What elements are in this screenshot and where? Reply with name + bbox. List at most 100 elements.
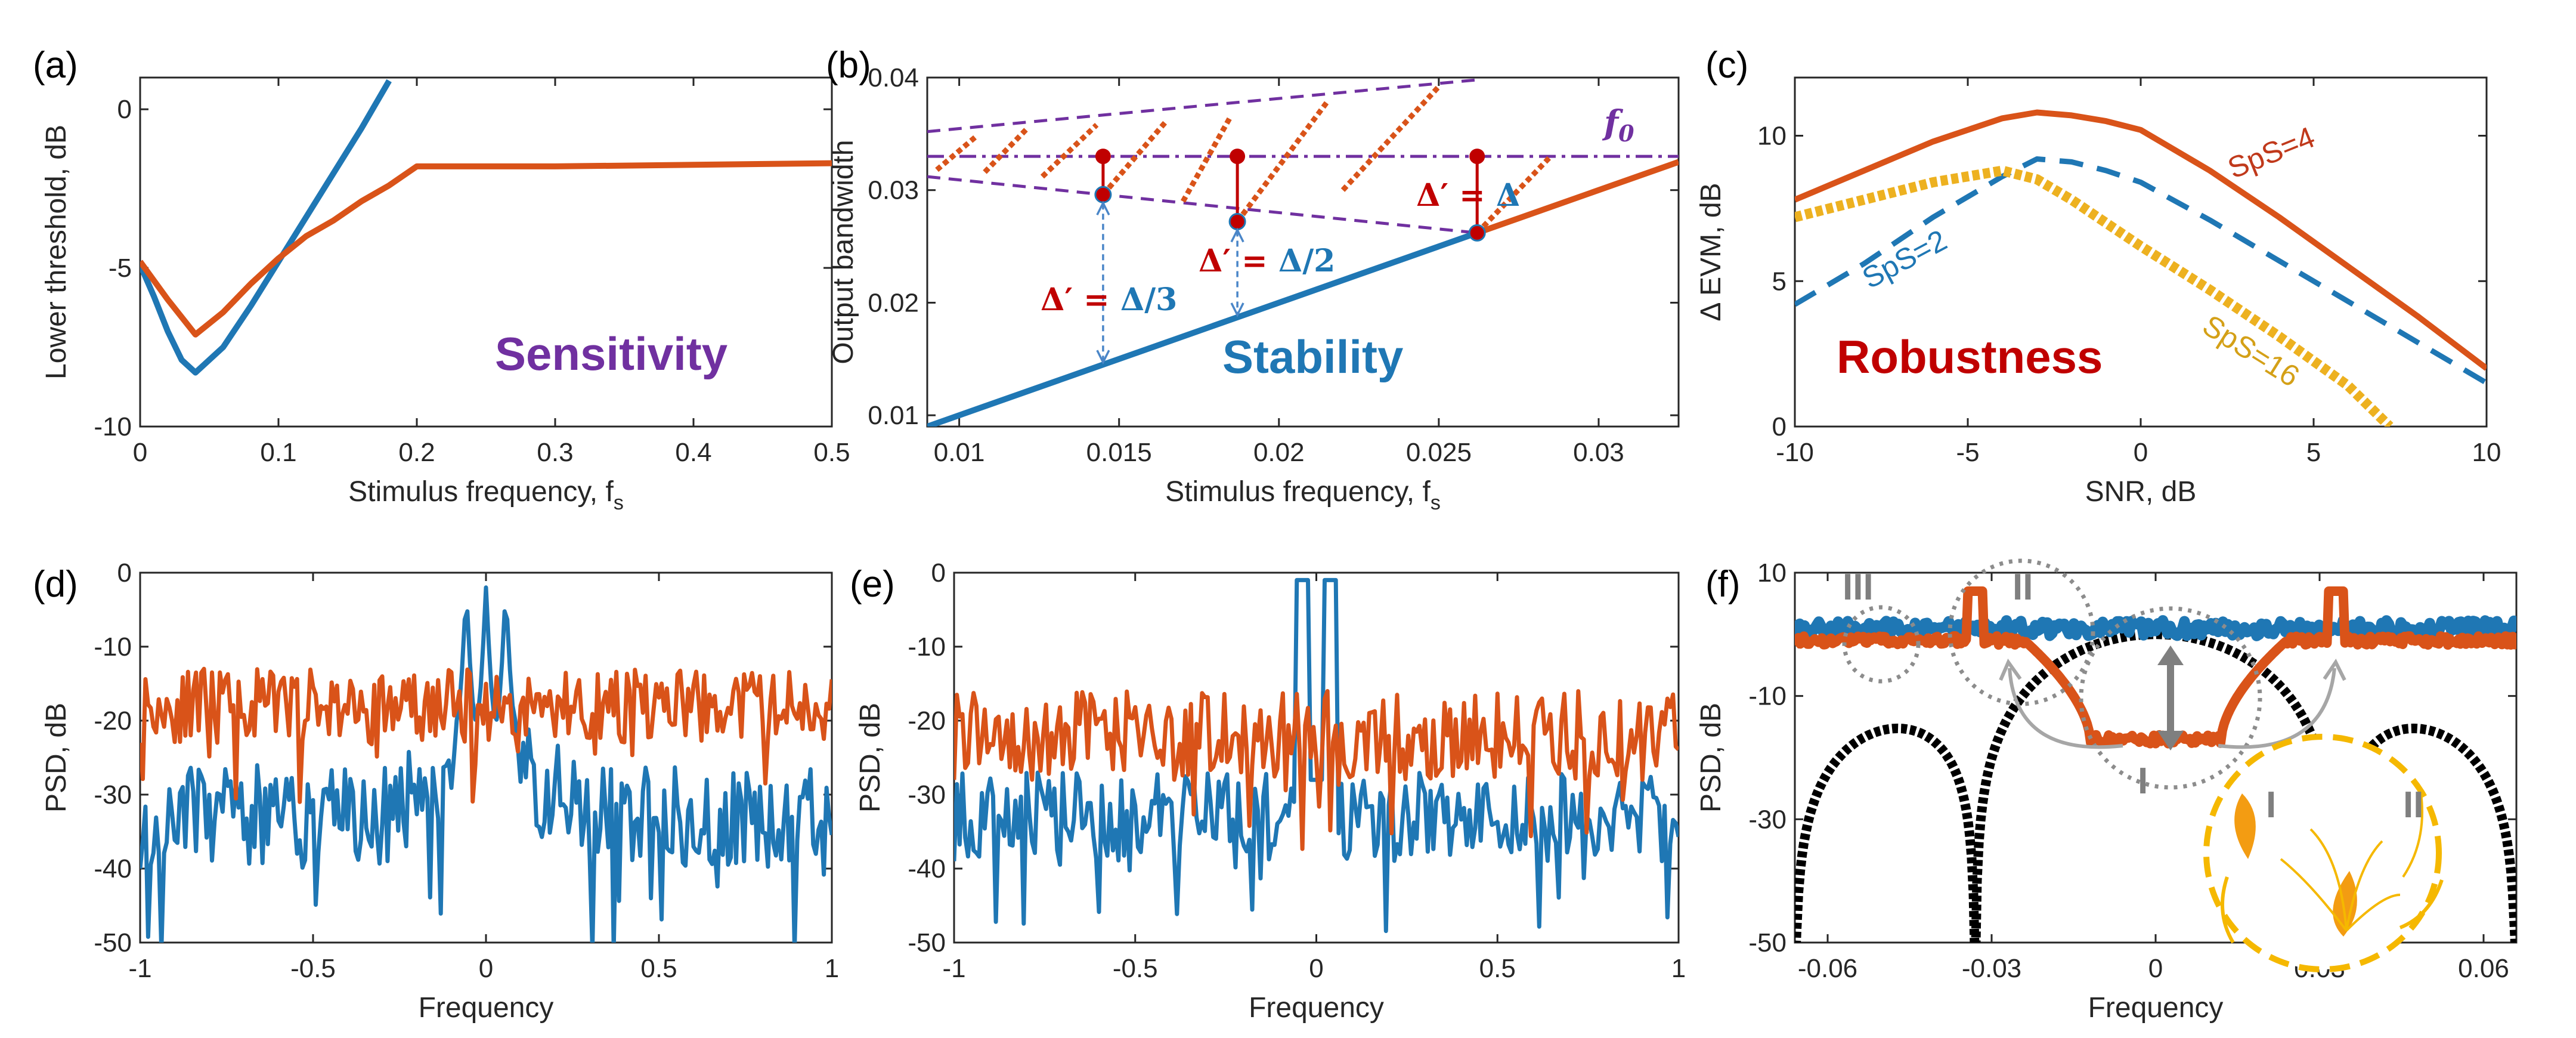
- x-tick-label: 0.06: [2458, 954, 2509, 983]
- inset-stem-2: [2345, 840, 2383, 931]
- x-axis-label: Frequency: [2088, 992, 2224, 1024]
- delta-half-label-prefix: Δ′ =: [1199, 243, 1278, 279]
- x-axis-label-subscript: s: [1431, 492, 1441, 514]
- marker-top: [1230, 149, 1246, 165]
- marker-bottom: [1228, 213, 1246, 231]
- region-i-circle: [2079, 606, 2262, 790]
- transfer-arrow-right: [2218, 668, 2336, 749]
- x-tick-label: 1: [1671, 954, 1686, 983]
- delta-arrowhead-top: [1230, 227, 1244, 243]
- axes-box: [926, 76, 1680, 428]
- y-axis-label: PSD, dB: [1695, 703, 1727, 813]
- y-axis-label: PSD, dB: [41, 703, 72, 813]
- y-tick-label: -50: [908, 928, 946, 957]
- y-tick-label: -50: [1748, 928, 1787, 957]
- y-tick-label: -20: [94, 706, 132, 736]
- sawtooth-segment: [1235, 100, 1329, 224]
- y-tick-label: -30: [908, 780, 946, 810]
- panel-c-label: (c): [1705, 45, 1748, 86]
- x-tick-label: 0: [2134, 438, 2148, 467]
- y-axis-label: Lower threshold, dB: [41, 125, 72, 379]
- panel-a-label: (a): [33, 45, 78, 86]
- y-tick-label: 0: [931, 558, 946, 588]
- panel-d-plot: -1 -0.5 0 0.5 1 0 -10 -20 -30 -40 -50 Frequency PSD,…: [41, 558, 839, 1024]
- region-label-i-inset: I: [2266, 784, 2276, 826]
- series-line-SpS=2: [1795, 156, 2487, 385]
- marker-bottom: [1094, 186, 1112, 203]
- y-tick-label: -30: [94, 780, 132, 810]
- sawtooth-segment: [1101, 118, 1169, 197]
- x-tick-label: 10: [2472, 438, 2501, 467]
- panel-b-plot: 0.01 0.015 0.02 0.025 0.03 0.01 0.02 0.03 0.04 St…: [828, 63, 1680, 514]
- inset-circle: [2203, 734, 2442, 972]
- y-tick-label: 10: [1757, 558, 1787, 588]
- delta-full-label: Δ′ = Δ: [1416, 177, 1520, 214]
- x-tick-label: -10: [1776, 438, 1814, 467]
- f0-subscript: 0: [1618, 120, 1634, 147]
- region-label-iii: III: [1843, 567, 1874, 608]
- panel-e: (e) -1 -0.5 0 0.5 1 0 -10 -20 -30 -40 -50 Frequency…: [850, 558, 1686, 1024]
- delta-third-label: Δ′ = Δ/3: [1041, 282, 1177, 318]
- inset-stem-4: [2402, 793, 2423, 878]
- x-tick-label: 0.1: [260, 438, 296, 467]
- notch-arrowhead-down: [2157, 731, 2184, 750]
- marker-bottom: [1468, 224, 1486, 242]
- delta-half-label: Δ′ = Δ/2: [1199, 243, 1335, 279]
- sawtooth-segment: [1040, 123, 1099, 179]
- x-tick-label: 1: [825, 954, 839, 983]
- x-tick-label: -1: [942, 954, 965, 983]
- upper-envelope: [927, 78, 1478, 134]
- inset-arrow-left: [2221, 876, 2235, 944]
- y-tick-label: 0.03: [868, 176, 919, 205]
- robustness-annotation: Robustness: [1837, 330, 2103, 383]
- f0-label: f0: [1602, 103, 1634, 147]
- x-tick-label: 0: [479, 954, 493, 983]
- region-iii-circle: [1842, 605, 1921, 684]
- panel-a-plot: 0 0.1 0.2 0.3 0.4 0.5 0 -5 -10 Stimulus frequency…: [41, 76, 850, 514]
- y-tick-label: 0.02: [868, 288, 919, 317]
- panel-f-label: (f): [1705, 564, 1741, 605]
- panel-f-plot: -0.06-0.0300.030.0610-10-30-50FrequencyP…: [1695, 558, 2518, 1024]
- series-line-orange-psd: [954, 689, 1679, 851]
- axes-box: [139, 76, 833, 428]
- x-axis-label-subscript: s: [614, 492, 624, 514]
- inset-stem-0: [2280, 858, 2348, 932]
- sawtooth-segment: [1340, 85, 1441, 192]
- panel-d-label: (d): [33, 564, 78, 605]
- delta-third-label-value: Δ/3: [1120, 282, 1178, 318]
- sawtooth-segment: [983, 127, 1029, 174]
- x-tick-label: 0.4: [675, 438, 711, 467]
- x-tick-label: 0.5: [813, 438, 850, 467]
- transfer-arrow-left: [2008, 668, 2123, 749]
- y-tick-label: -40: [908, 854, 946, 883]
- series-line-SpS=4: [1795, 109, 2487, 371]
- x-tick-label: -0.06: [1798, 954, 1857, 983]
- y-tick-label: 0: [117, 558, 132, 588]
- x-tick-label: -1: [128, 954, 151, 983]
- region-label-ii: II: [2012, 567, 2033, 608]
- region-label-i-main: I: [2138, 761, 2148, 802]
- x-tick-label: -0.5: [1113, 954, 1158, 983]
- series-line-orange-psd: [140, 666, 832, 804]
- delta-half-label-value: Δ/2: [1278, 243, 1336, 279]
- delta-arrowhead: [1096, 350, 1110, 365]
- x-axis-label: Frequency: [419, 992, 554, 1024]
- y-tick-label: 0: [1772, 412, 1787, 441]
- x-tick-label: 0.02: [1253, 438, 1305, 467]
- inset-stem-1: [2309, 828, 2348, 931]
- x-tick-label: 0.5: [640, 954, 677, 983]
- y-axis-label: Δ EVM, dB: [1695, 183, 1727, 321]
- x-axis-label: Stimulus frequency, fs: [348, 476, 624, 514]
- y-tick-label: -10: [908, 632, 946, 662]
- x-tick-label: 0: [1309, 954, 1323, 983]
- panel-b-label: (b): [826, 45, 871, 86]
- x-tick-label: -0.03: [1962, 954, 2021, 983]
- y-tick-label: -40: [94, 854, 132, 883]
- series-line-blue: [140, 79, 392, 376]
- sawtooth-segment: [935, 135, 977, 172]
- x-axis-label: Frequency: [1249, 992, 1384, 1024]
- x-tick-label: 0.015: [1086, 438, 1152, 467]
- panel-b: (b) 0.01 0.015 0.02 0.025 0.030.010.020.030.…: [826, 45, 1680, 514]
